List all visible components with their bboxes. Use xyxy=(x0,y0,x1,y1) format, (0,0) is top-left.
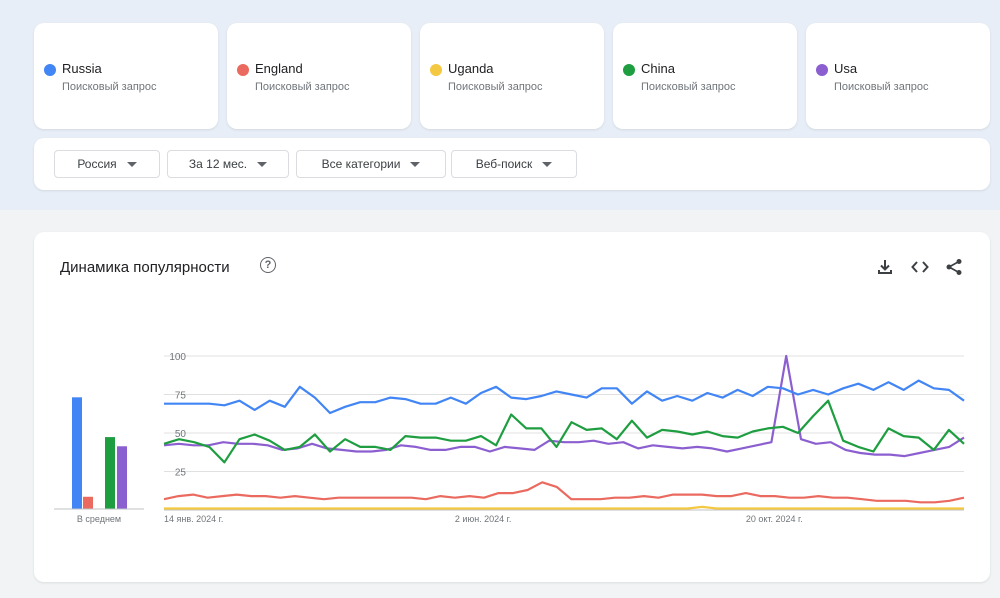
y-tick-label: 75 xyxy=(175,391,187,402)
term-subtitle: Поисковый запрос xyxy=(448,81,543,93)
x-tick-label: 14 янв. 2024 г. xyxy=(164,514,223,524)
search-type-filter-button[interactable]: Веб-поиск xyxy=(451,150,577,178)
chevron-down-icon xyxy=(257,161,268,167)
term-color-dot-icon xyxy=(44,64,56,76)
search-term-card[interactable]: England Поисковый запрос xyxy=(227,23,411,129)
y-tick-label: 50 xyxy=(175,429,187,440)
y-tick-label: 25 xyxy=(175,468,187,479)
search-term-card[interactable]: China Поисковый запрос xyxy=(613,23,797,129)
term-name: Russia xyxy=(62,61,102,76)
avg-bar-usa xyxy=(117,446,127,509)
category-filter-label: Все категории xyxy=(321,157,401,171)
term-color-dot-icon xyxy=(623,64,635,76)
term-color-dot-icon xyxy=(430,64,442,76)
series-line-russia xyxy=(164,379,965,415)
term-name: Usa xyxy=(834,61,858,76)
download-icon[interactable] xyxy=(876,258,894,276)
chevron-down-icon xyxy=(410,161,421,167)
x-tick-label: 20 окт. 2024 г. xyxy=(746,514,803,524)
help-icon[interactable]: ? xyxy=(260,257,276,273)
series-line-china xyxy=(163,399,965,464)
period-filter-label: За 12 мес. xyxy=(188,157,248,171)
search-term-card[interactable]: Usa Поисковый запрос xyxy=(806,23,990,129)
filter-bar: Россия За 12 мес. Все категории Веб-поис… xyxy=(34,138,990,190)
term-subtitle: Поисковый запрос xyxy=(641,81,736,93)
avg-bar-russia xyxy=(72,397,82,509)
term-name: China xyxy=(641,61,675,76)
term-subtitle: Поисковый запрос xyxy=(62,81,157,93)
term-name: England xyxy=(255,61,303,76)
y-tick-label: 100 xyxy=(169,352,186,363)
avg-bar-china xyxy=(105,437,115,509)
panel-title: Динамика популярности xyxy=(60,259,230,276)
series-line-uganda xyxy=(164,505,964,510)
period-filter-button[interactable]: За 12 мес. xyxy=(167,150,289,178)
term-subtitle: Поисковый запрос xyxy=(255,81,350,93)
search-term-card[interactable]: Uganda Поисковый запрос xyxy=(420,23,604,129)
region-filter-button[interactable]: Россия xyxy=(54,150,160,178)
embed-code-icon[interactable] xyxy=(911,258,929,276)
avg-xlabel: В среднем xyxy=(77,514,121,524)
category-filter-button[interactable]: Все категории xyxy=(296,150,446,178)
chevron-down-icon xyxy=(542,161,553,167)
chevron-down-icon xyxy=(126,161,137,167)
term-color-dot-icon xyxy=(816,64,828,76)
term-name: Uganda xyxy=(448,61,494,76)
search-term-card[interactable]: Russia Поисковый запрос xyxy=(34,23,218,129)
region-filter-label: Россия xyxy=(77,157,117,171)
interest-over-time-card: Динамика популярности ? В среднем 25 50 75 1… xyxy=(34,232,990,582)
term-color-dot-icon xyxy=(237,64,249,76)
share-icon[interactable] xyxy=(945,258,963,276)
avg-bar-england xyxy=(83,496,93,509)
interest-chart: В среднем 25 50 75 100 14 янв. 2024 г. 2 июн. … xyxy=(54,352,965,524)
series-line-england xyxy=(163,481,965,504)
term-subtitle: Поисковый запрос xyxy=(834,81,929,93)
x-tick-label: 2 июн. 2024 г. xyxy=(455,514,511,524)
search-type-filter-label: Веб-поиск xyxy=(475,157,533,171)
